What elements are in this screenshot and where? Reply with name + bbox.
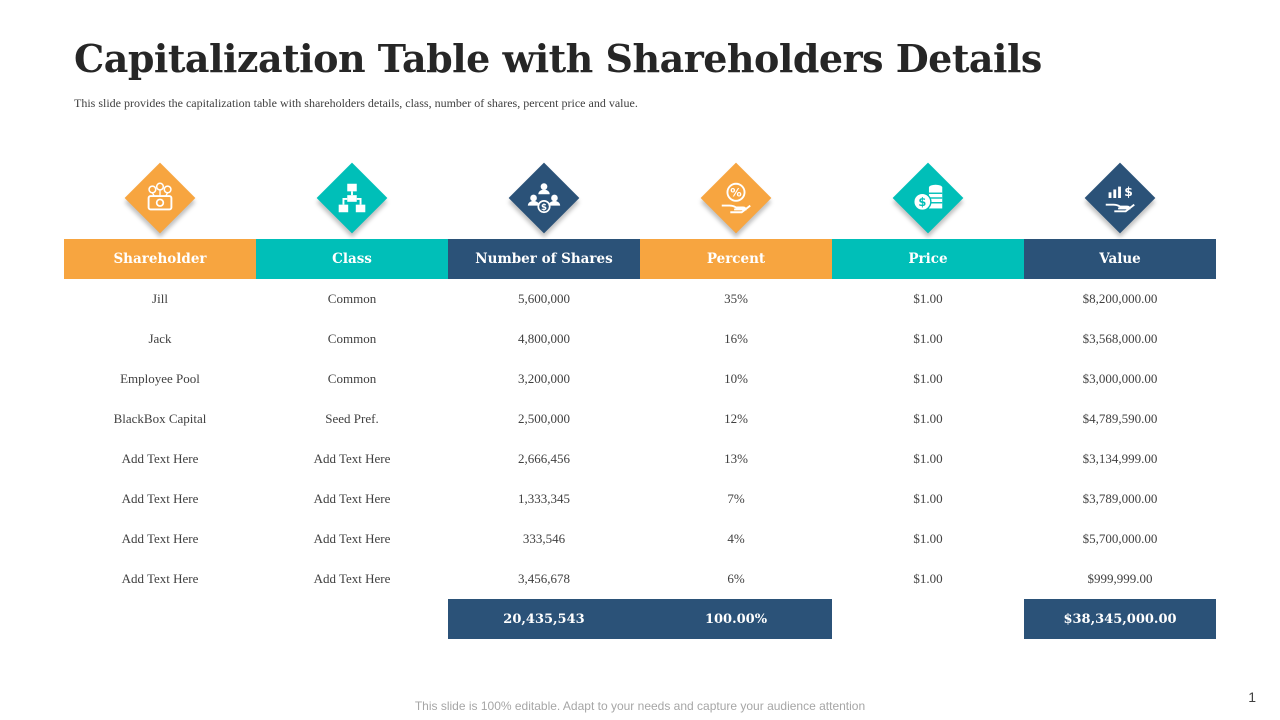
cell-value: $3,568,000.00 (1082, 331, 1158, 346)
cell-percent: 13% (724, 451, 748, 466)
header-percent: Percent (640, 239, 832, 279)
money-bag-icon (124, 162, 196, 234)
page-number: 1 (1248, 689, 1256, 705)
cell-class: Add Text Here (313, 491, 391, 506)
totals-blank (832, 599, 1024, 639)
table-row: Add Text Here Add Text Here 1,333,345 7%… (64, 479, 1216, 519)
icon-cell-price: $ (832, 160, 1024, 236)
column-icons: $ % $ (64, 160, 1216, 236)
icon-cell-percent: % (640, 160, 832, 236)
svg-text:$: $ (1124, 185, 1133, 199)
cell-shareholder: Jill (152, 291, 168, 306)
header-price: Price (832, 239, 1024, 279)
table-row: Add Text Here Add Text Here 3,456,678 6%… (64, 559, 1216, 599)
cell-price: $1.00 (913, 491, 943, 506)
group-dollar-icon: $ (508, 162, 580, 234)
svg-text:$: $ (918, 195, 926, 209)
table-row: Jill Common 5,600,000 35% $1.00 $8,200,0… (64, 279, 1216, 319)
cell-value: $5,700,000.00 (1082, 531, 1158, 546)
cell-shareholder: Add Text Here (121, 571, 199, 586)
cell-price: $1.00 (913, 291, 943, 306)
cell-price: $1.00 (913, 331, 943, 346)
cell-percent: 6% (727, 571, 745, 586)
cell-class: Common (327, 291, 377, 306)
cell-percent: 16% (724, 331, 748, 346)
cell-class: Seed Pref. (325, 411, 379, 426)
cell-class: Common (327, 371, 377, 386)
cell-percent: 7% (727, 491, 745, 506)
table-row: Add Text Here Add Text Here 2,666,456 13… (64, 439, 1216, 479)
cell-class: Add Text Here (313, 571, 391, 586)
total-value: $38,345,000.00 (1024, 599, 1216, 639)
table-row: Add Text Here Add Text Here 333,546 4% $… (64, 519, 1216, 559)
svg-text:%: % (730, 186, 742, 200)
table-row: Jack Common 4,800,000 16% $1.00 $3,568,0… (64, 319, 1216, 359)
table-row: Employee Pool Common 3,200,000 10% $1.00… (64, 359, 1216, 399)
cell-shareholder: Add Text Here (121, 451, 199, 466)
cell-value: $4,789,590.00 (1082, 411, 1158, 426)
percent-hand-icon: % (700, 162, 772, 234)
header-class: Class (256, 239, 448, 279)
cell-percent: 35% (724, 291, 748, 306)
totals-blank (64, 599, 256, 639)
cell-class: Add Text Here (313, 451, 391, 466)
cell-shares: 333,546 (522, 531, 566, 546)
cell-value: $3,789,000.00 (1082, 491, 1158, 506)
table-header-row: Shareholder Class Number of Shares Perce… (64, 239, 1216, 279)
totals-blank (256, 599, 448, 639)
header-shareholder: Shareholder (64, 239, 256, 279)
slide-title: Capitalization Table with Shareholders D… (74, 36, 1042, 81)
slide-subtitle: This slide provides the capitalization t… (74, 96, 638, 110)
icon-cell-value: $ (1024, 160, 1216, 236)
cell-percent: 12% (724, 411, 748, 426)
cell-price: $1.00 (913, 571, 943, 586)
cell-class: Common (327, 331, 377, 346)
cell-shares: 5,600,000 (518, 291, 570, 306)
cell-value: $3,000,000.00 (1082, 371, 1158, 386)
icon-cell-shareholder (64, 160, 256, 236)
cell-price: $1.00 (913, 371, 943, 386)
cell-price: $1.00 (913, 411, 943, 426)
header-number-of-shares: Number of Shares (448, 239, 640, 279)
cell-price: $1.00 (913, 531, 943, 546)
totals-row: 20,435,543 100.00% $38,345,000.00 (64, 599, 1216, 639)
cell-shares: 2,500,000 (518, 411, 570, 426)
cell-price: $1.00 (913, 451, 943, 466)
cell-value: $999,999.00 (1087, 571, 1153, 586)
growth-hand-icon: $ (1084, 162, 1156, 234)
cell-shareholder: BlackBox Capital (113, 411, 207, 426)
table-row: BlackBox Capital Seed Pref. 2,500,000 12… (64, 399, 1216, 439)
cell-shares: 4,800,000 (518, 331, 570, 346)
svg-text:$: $ (541, 203, 547, 213)
cell-shareholder: Employee Pool (120, 371, 200, 386)
cell-value: $3,134,999.00 (1082, 451, 1158, 466)
cell-value: $8,200,000.00 (1082, 291, 1158, 306)
cell-percent: 10% (724, 371, 748, 386)
cap-table: Shareholder Class Number of Shares Perce… (64, 239, 1216, 639)
hierarchy-icon (316, 162, 388, 234)
cell-shareholder: Jack (148, 331, 172, 346)
icon-cell-class (256, 160, 448, 236)
header-value: Value (1024, 239, 1216, 279)
cell-percent: 4% (727, 531, 745, 546)
cell-class: Add Text Here (313, 531, 391, 546)
icon-cell-shares: $ (448, 160, 640, 236)
cell-shareholder: Add Text Here (121, 491, 199, 506)
total-shares: 20,435,543 (448, 599, 640, 639)
slide-footer: This slide is 100% editable. Adapt to yo… (414, 699, 866, 713)
table-body: Jill Common 5,600,000 35% $1.00 $8,200,0… (64, 279, 1216, 639)
coins-icon: $ (892, 162, 964, 234)
cell-shares: 3,200,000 (518, 371, 570, 386)
cell-shares: 2,666,456 (518, 451, 570, 466)
cell-shares: 3,456,678 (518, 571, 570, 586)
cell-shareholder: Add Text Here (121, 531, 199, 546)
cell-shares: 1,333,345 (518, 491, 570, 506)
total-percent: 100.00% (640, 599, 832, 639)
